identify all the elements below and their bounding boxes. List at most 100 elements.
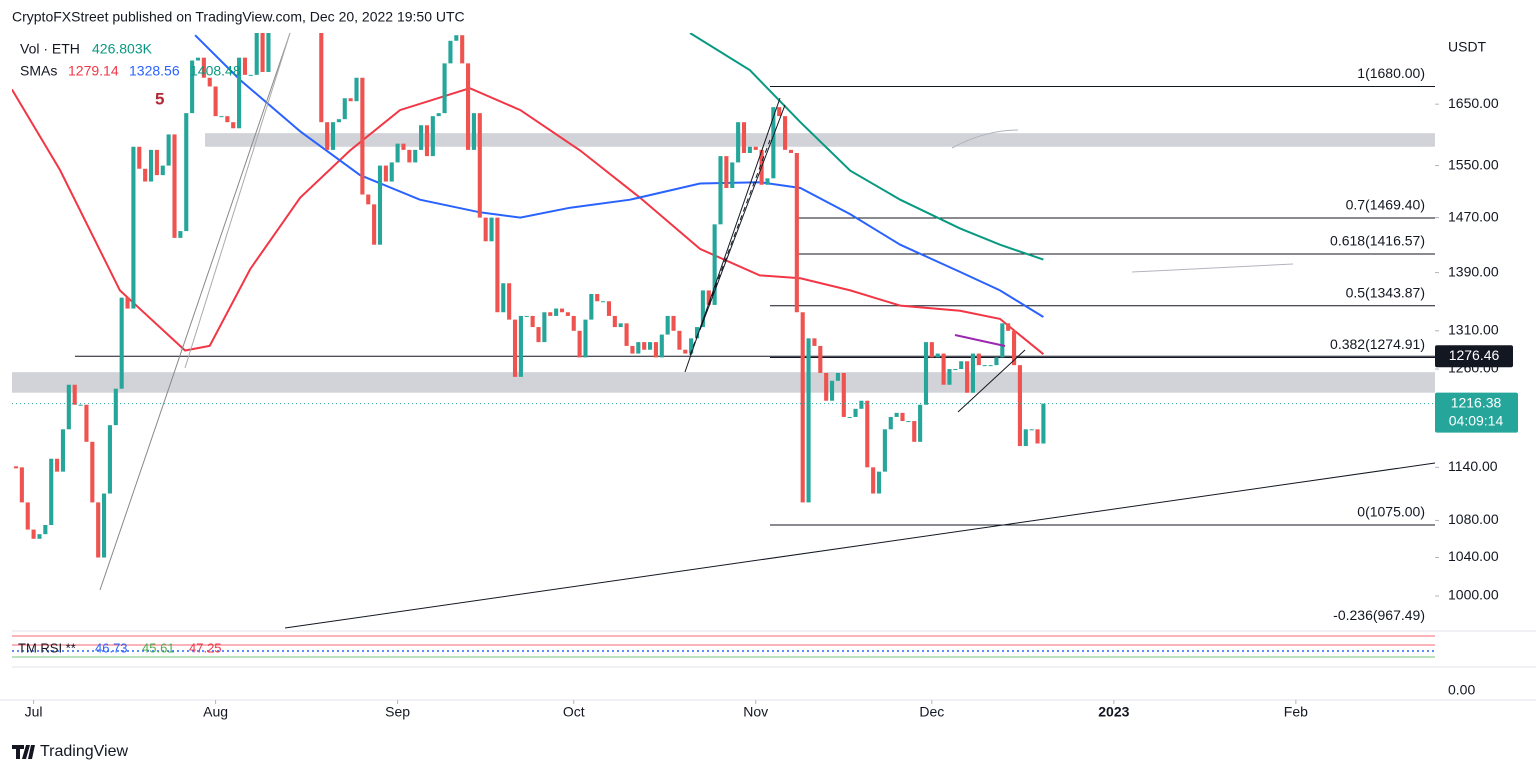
candle [941, 353, 946, 385]
candle [512, 319, 518, 377]
candle [612, 315, 617, 328]
candle [119, 297, 124, 389]
candle [313, 0, 317, 2]
candle [395, 143, 400, 163]
footer-logo: TradingView [12, 743, 128, 760]
fib-label: -0.236(967.49) [1333, 607, 1425, 623]
candle [771, 107, 776, 179]
candle [712, 224, 717, 305]
candle [753, 146, 758, 150]
candle [389, 162, 394, 182]
candle [360, 77, 365, 195]
fib-label: 0.7(1469.40) [1346, 197, 1425, 213]
candle [888, 416, 893, 430]
candle [959, 361, 964, 370]
candle [342, 98, 347, 120]
candle [266, 33, 271, 72]
fib-label: 0.382(1274.91) [1330, 336, 1425, 352]
candle [448, 40, 453, 64]
candle [542, 312, 547, 343]
rsi-pane [12, 630, 1536, 668]
candle [900, 412, 905, 422]
fib-label: 0.618(1416.57) [1330, 233, 1425, 249]
price-timer: 04:09:14 [1449, 412, 1504, 428]
candle [489, 217, 494, 242]
candle [865, 400, 870, 468]
candle [372, 204, 377, 245]
candle [912, 421, 917, 442]
candle [923, 342, 929, 405]
candle [1011, 330, 1017, 366]
candle [495, 217, 500, 313]
candle [736, 122, 741, 163]
candle [354, 77, 359, 102]
candle [812, 338, 817, 346]
sma-line [12, 87, 1045, 355]
candle [55, 458, 60, 472]
candle [524, 315, 529, 317]
y-tick-label: 1140.00 [1448, 458, 1498, 474]
candle [143, 168, 148, 182]
candle [724, 156, 729, 189]
candle [154, 149, 159, 176]
candle [1041, 403, 1046, 444]
candle [377, 165, 383, 245]
candle [72, 384, 77, 405]
x-tick-label: Sep [385, 704, 410, 720]
candle [96, 502, 101, 558]
candle [78, 404, 83, 406]
y-tick-label: 1550.00 [1448, 156, 1499, 172]
candle [43, 524, 48, 535]
candle [501, 283, 506, 313]
candle [31, 529, 36, 539]
x-tick-label: Aug [203, 704, 228, 720]
y-tick-label: 1080.00 [1448, 511, 1499, 527]
candle [19, 467, 24, 503]
candle [976, 353, 981, 366]
candle [718, 156, 723, 225]
level-tag [1435, 345, 1513, 368]
candle [60, 429, 66, 472]
candle [871, 467, 876, 494]
x-tick-label: Oct [563, 704, 585, 720]
candle [307, 0, 311, 2]
candle [571, 315, 576, 331]
candle [1017, 365, 1022, 447]
price-pane [12, 0, 1435, 558]
header: CryptoFXStreet published on TradingView.… [12, 9, 465, 25]
candle [460, 35, 465, 64]
candle [113, 388, 118, 426]
candle [125, 297, 130, 309]
candle [454, 35, 459, 41]
candle [970, 353, 976, 393]
fib-label: 0(1075.00) [1357, 504, 1425, 520]
candle [647, 342, 653, 350]
candle [195, 57, 201, 61]
rsi-value: 45.61 [142, 640, 175, 655]
candle [37, 534, 42, 539]
level-tag-label: 1276.46 [1449, 347, 1500, 363]
candle [424, 125, 430, 157]
candle [348, 98, 353, 102]
candle [213, 86, 218, 117]
candle [741, 122, 747, 153]
candle [242, 57, 248, 75]
candle [853, 408, 858, 417]
candle [947, 369, 952, 385]
candle [554, 308, 559, 316]
candle [319, 33, 324, 123]
currency: USDT [1448, 39, 1487, 55]
candle [219, 116, 224, 118]
candle [330, 122, 336, 150]
y-tick-label: 1040.00 [1448, 548, 1499, 564]
candle [548, 312, 553, 316]
candle [894, 412, 899, 417]
candle [577, 330, 582, 358]
candle [659, 334, 664, 358]
candle [859, 400, 864, 409]
candle [777, 107, 782, 117]
candle [477, 113, 482, 218]
candle [1029, 429, 1034, 431]
candle [982, 365, 987, 367]
